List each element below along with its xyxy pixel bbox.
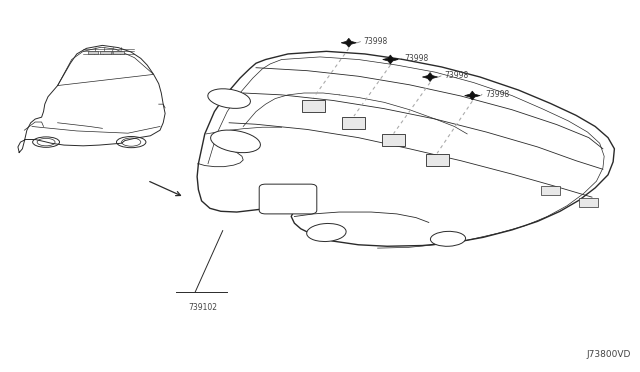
Text: 73998: 73998 [485,90,509,99]
Text: 739102: 739102 [189,303,218,312]
Ellipse shape [431,231,465,246]
FancyBboxPatch shape [100,51,111,54]
FancyBboxPatch shape [579,198,598,207]
FancyBboxPatch shape [259,184,317,214]
Polygon shape [341,38,356,47]
Polygon shape [465,91,480,100]
FancyBboxPatch shape [113,51,124,54]
FancyBboxPatch shape [302,100,325,112]
Text: 73998: 73998 [364,37,388,46]
FancyBboxPatch shape [342,117,365,129]
Ellipse shape [211,130,260,153]
Ellipse shape [208,89,250,108]
Text: 73998: 73998 [444,71,468,80]
FancyBboxPatch shape [88,51,98,54]
Ellipse shape [307,224,346,241]
Polygon shape [422,73,438,81]
FancyBboxPatch shape [541,186,560,195]
Text: 73998: 73998 [404,54,429,63]
Text: J73800VD: J73800VD [586,350,630,359]
FancyBboxPatch shape [426,154,449,166]
FancyBboxPatch shape [382,134,405,146]
Polygon shape [383,55,398,64]
